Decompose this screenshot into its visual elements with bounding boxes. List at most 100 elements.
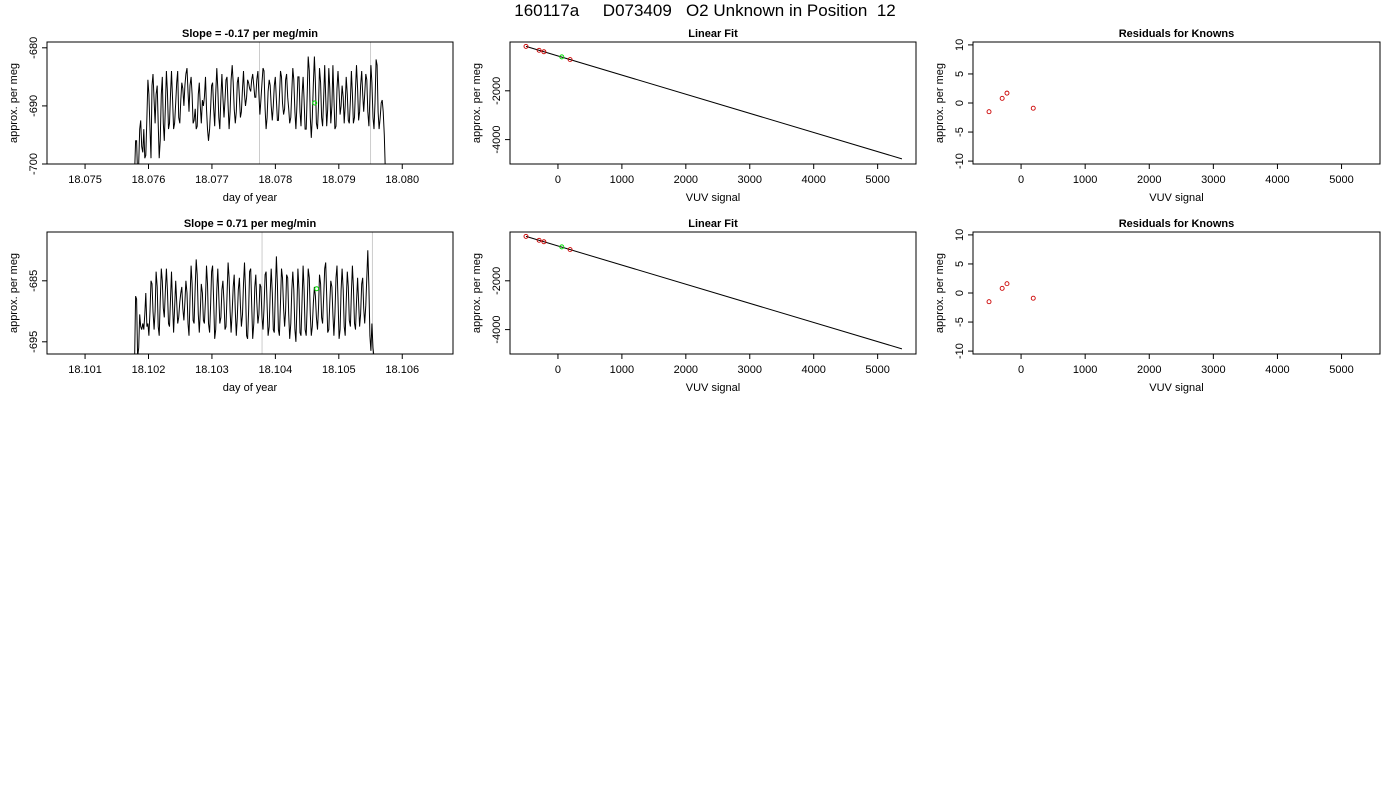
known-point: [567, 57, 573, 63]
y-tick-label: -685: [28, 270, 40, 292]
y-tick-label: -4000: [491, 126, 503, 154]
fit-line: [525, 235, 903, 350]
y-tick-label: 5: [954, 261, 966, 267]
x-axis-label: VUV signal: [1149, 382, 1203, 394]
unknown-point: [314, 286, 320, 292]
y-tick-label: 0: [954, 290, 966, 296]
plot-frame: [509, 41, 917, 165]
x-tick-label: 0: [555, 364, 561, 376]
unknown-point: [312, 100, 318, 106]
y-tick-label: -2000: [491, 267, 503, 295]
plot-frame: [46, 41, 454, 165]
panel-1: Slope = -0.17 per meg/min 18.075 18.076 18.…: [8, 28, 454, 204]
x-tick-label: 18.075: [68, 174, 102, 186]
known-point: [541, 239, 547, 245]
x-tick-label: 3000: [738, 364, 762, 376]
x-tick-label: 18.080: [385, 174, 419, 186]
panel-4: Slope = 0.71 per meg/min 18.101 18.102 18.1…: [8, 218, 454, 394]
plot-frame: [509, 231, 917, 355]
x-tick-label: 18.103: [195, 364, 229, 376]
known-point: [523, 43, 529, 49]
y-tick-label: -5: [954, 317, 966, 327]
x-axis-label: VUV signal: [686, 192, 740, 204]
x-tick-label: 0: [1018, 364, 1024, 376]
known-point: [536, 47, 542, 53]
y-axis-label: approx. per meg: [471, 63, 483, 143]
x-tick-label: 1000: [1073, 364, 1097, 376]
x-tick-label: 5000: [1329, 174, 1353, 186]
y-tick-label: -10: [954, 153, 966, 169]
y-axis-label: approx. per meg: [8, 253, 20, 333]
y-axis-label: approx. per meg: [934, 253, 946, 333]
panel-title: Linear Fit: [688, 28, 738, 40]
plot-frame: [972, 41, 1381, 165]
x-axis-label: day of year: [223, 382, 278, 394]
y-tick-label: -5: [954, 127, 966, 137]
y-tick-label: -2000: [491, 77, 503, 105]
x-tick-label: 5000: [865, 364, 889, 376]
x-tick-label: 18.104: [259, 364, 293, 376]
known-point: [999, 285, 1005, 291]
x-tick-label: 2000: [674, 364, 698, 376]
known-point: [1004, 90, 1010, 96]
panel-6: Residuals for Knowns 0 1000 2000 3000 4000 500…: [934, 218, 1381, 394]
y-tick-label: 10: [954, 229, 966, 241]
series-line: [134, 56, 386, 164]
x-tick-label: 2000: [674, 174, 698, 186]
y-tick-label: 10: [954, 39, 966, 51]
panel-title: Slope = 0.71 per meg/min: [184, 218, 317, 230]
x-tick-label: 4000: [1265, 174, 1289, 186]
x-axis-label: VUV signal: [686, 382, 740, 394]
known-point: [536, 237, 542, 243]
known-point: [541, 49, 547, 55]
plot-frame: [46, 231, 454, 355]
y-tick-label: 5: [954, 71, 966, 77]
known-point: [986, 109, 992, 115]
y-axis-label: approx. per meg: [934, 63, 946, 143]
known-point: [999, 95, 1005, 101]
x-tick-label: 18.078: [259, 174, 293, 186]
y-tick-label: -4000: [491, 316, 503, 344]
panel-title: Linear Fit: [688, 218, 738, 230]
x-axis-label: VUV signal: [1149, 192, 1203, 204]
panel-title: Residuals for Knowns: [1119, 28, 1235, 40]
x-tick-label: 5000: [1329, 364, 1353, 376]
y-tick-label: -695: [28, 331, 40, 353]
x-tick-label: 2000: [1137, 174, 1161, 186]
x-tick-label: 2000: [1137, 364, 1161, 376]
x-tick-label: 3000: [738, 174, 762, 186]
unknown-point: [559, 54, 565, 60]
panel-3: Residuals for Knowns 0 1000 2000 3000 4000 500…: [934, 28, 1381, 204]
fit-line: [525, 45, 903, 160]
x-axis-label: day of year: [223, 192, 278, 204]
y-tick-label: -700: [28, 153, 40, 175]
series-line: [134, 250, 375, 354]
x-tick-label: 1000: [610, 364, 634, 376]
y-tick-label: 0: [954, 100, 966, 106]
x-tick-label: 0: [555, 174, 561, 186]
panel-title: Slope = -0.17 per meg/min: [182, 28, 318, 40]
x-tick-label: 5000: [865, 174, 889, 186]
x-tick-label: 18.106: [385, 364, 419, 376]
x-tick-label: 18.102: [132, 364, 166, 376]
x-tick-label: 4000: [1265, 364, 1289, 376]
y-tick-label: -10: [954, 343, 966, 359]
x-tick-label: 18.077: [195, 174, 229, 186]
known-point: [1004, 281, 1010, 287]
plot-frame: [972, 231, 1381, 355]
x-tick-label: 0: [1018, 174, 1024, 186]
x-tick-label: 18.079: [322, 174, 356, 186]
known-point: [1030, 295, 1036, 301]
known-point: [1030, 105, 1036, 111]
panel-5: Linear Fit 0 1000 2000 3000 4000 5000 -4000 -200…: [471, 218, 917, 394]
x-tick-label: 4000: [801, 364, 825, 376]
y-axis-label: approx. per meg: [8, 63, 20, 143]
unknown-point: [559, 244, 565, 250]
known-point: [567, 247, 573, 253]
x-tick-label: 4000: [801, 174, 825, 186]
y-axis-label: approx. per meg: [471, 253, 483, 333]
y-tick-label: -690: [28, 95, 40, 117]
x-tick-label: 1000: [610, 174, 634, 186]
x-tick-label: 3000: [1201, 364, 1225, 376]
